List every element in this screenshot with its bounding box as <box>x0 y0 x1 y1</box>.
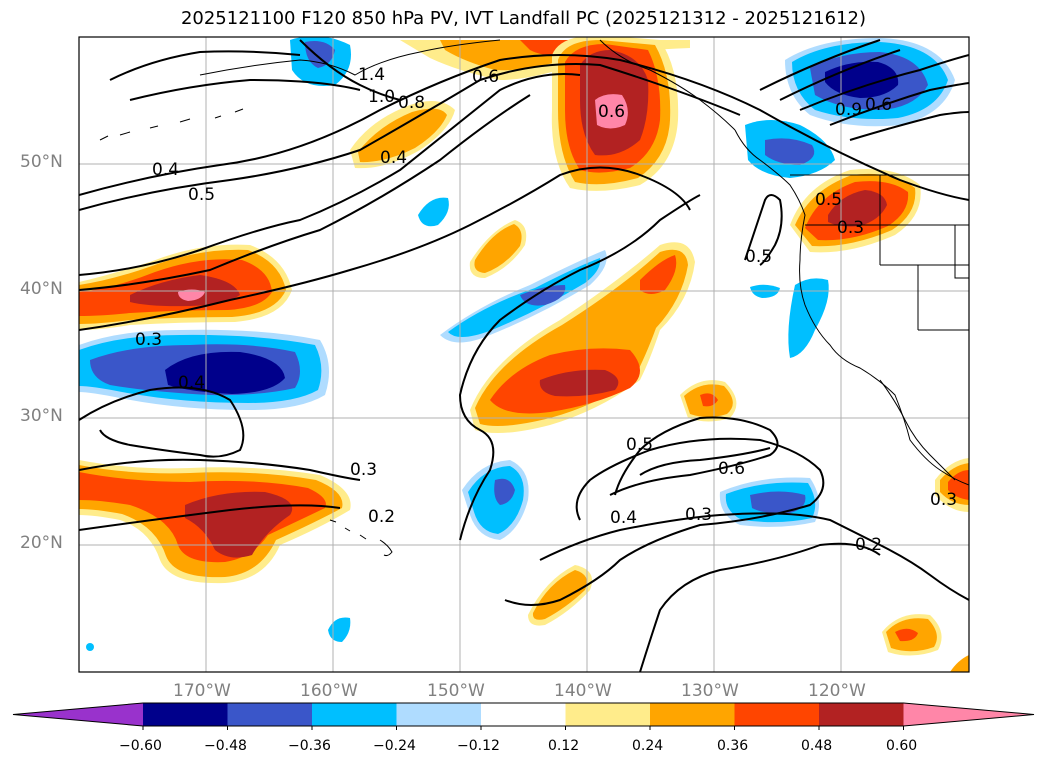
lat-label-30n: 30°N <box>20 406 63 426</box>
colorbar <box>12 702 1035 727</box>
shade-pink-n3 <box>595 94 628 129</box>
shade-mblue-c2 <box>520 285 566 306</box>
lat-label-20n: 20°N <box>20 533 63 553</box>
lon-label-160w: 160°W <box>300 681 358 701</box>
shade-blue-s1 <box>418 197 449 227</box>
colorbar-tick-label: −0.24 <box>373 738 416 754</box>
shade-blue-s8 <box>86 643 94 651</box>
colorbar-tick-label: −0.36 <box>288 738 331 754</box>
contour-labels: 1.4 1.0 0.8 0.6 0.4 0.4 0.5 0.6 0.3 0.4 … <box>135 65 957 555</box>
contour-label: 1.0 <box>368 87 395 107</box>
shade-pink-w1 <box>178 289 205 301</box>
contour-label: 0.5 <box>188 185 215 205</box>
shade-orange-s6 <box>532 570 588 620</box>
contour-label: 0.3 <box>135 330 162 350</box>
colorbar-segment <box>143 703 228 726</box>
shade-navy-w2 <box>165 351 285 394</box>
shade-red-c3b <box>640 255 677 294</box>
colorbar-tick-label: −0.12 <box>457 738 500 754</box>
colorbar-tick-label: −0.60 <box>119 738 162 754</box>
colorbar-extend-low <box>13 703 143 726</box>
lon-label-140w: 140°W <box>554 681 612 701</box>
shade-darkred-or <box>828 190 887 227</box>
shade-orange-n2b <box>358 108 447 163</box>
map-frame <box>78 36 970 673</box>
colorbar-segment <box>650 703 735 726</box>
shade-blue-s7 <box>328 617 351 642</box>
lon-label-150w: 150°W <box>427 681 485 701</box>
contour-label: 0.8 <box>398 93 425 113</box>
contour-label: 0.3 <box>350 460 377 480</box>
contour-label: 0.3 <box>930 490 957 510</box>
colorbar-segment <box>396 703 482 726</box>
contour-label: 0.5 <box>815 190 842 210</box>
colorbar-tick-label: 0.36 <box>717 738 749 754</box>
contour-label: 0.4 <box>178 373 205 393</box>
colorbar-segment <box>481 703 566 726</box>
shade-mblue-s5 <box>750 491 806 514</box>
contour-label: 0.5 <box>745 247 772 267</box>
shade-blue-coast <box>788 278 829 358</box>
lat-label-40n: 40°N <box>20 279 63 299</box>
contour-label: 0.2 <box>368 507 395 527</box>
shade-darkred-c3 <box>539 369 619 397</box>
colorbar-extend-high <box>903 703 1034 726</box>
coastlines <box>99 39 969 557</box>
contour-label: 0.3 <box>685 505 712 525</box>
colorbar-tick-label: 0.60 <box>886 738 918 754</box>
shade-darkred-w3 <box>185 491 293 558</box>
colorbar-segment <box>734 703 820 726</box>
contour-label: 0.6 <box>865 95 892 115</box>
contour-label: 0.6 <box>718 459 745 479</box>
shade-red-s9 <box>895 628 918 642</box>
lat-label-50n: 50°N <box>20 152 63 172</box>
colorbar-segment <box>565 703 651 726</box>
contour-label: 1.4 <box>358 65 385 85</box>
contour-label: 0.9 <box>835 100 862 120</box>
contour-label: 0.5 <box>626 435 653 455</box>
contour-label: 0.6 <box>598 102 625 122</box>
shade-mblue-s3 <box>494 478 515 505</box>
colorbar-tick-label: 0.12 <box>548 738 580 754</box>
contour-label: 0.6 <box>472 67 499 87</box>
contour-label: 0.3 <box>837 218 864 238</box>
contour-label: 0.4 <box>380 148 407 168</box>
colorbar-segment <box>819 703 904 726</box>
colorbar-ticks <box>142 726 904 730</box>
contour-label: 0.4 <box>152 160 179 180</box>
shade-mblue-bc <box>765 138 815 165</box>
lon-label-170w: 170°W <box>173 681 231 701</box>
lon-label-130w: 130°W <box>681 681 739 701</box>
contour-label: 0.4 <box>610 508 637 528</box>
shade-orange-c1b <box>474 224 522 273</box>
colorbar-tick-label: 0.24 <box>632 738 664 754</box>
figure-title: 2025121100 F120 850 hPa PV, IVT Landfall… <box>180 8 867 29</box>
shade-orange-e2 <box>950 655 969 672</box>
colorbar-segment <box>312 703 397 726</box>
colorbar-tick-label: 0.48 <box>801 738 833 754</box>
colorbar-tick-label: −0.48 <box>204 738 247 754</box>
lon-label-120w: 120°W <box>808 681 866 701</box>
colorbar-segment <box>227 703 313 726</box>
contours <box>79 39 969 672</box>
contour-label: 0.2 <box>855 535 882 555</box>
map-area: 1.4 1.0 0.8 0.6 0.4 0.4 0.5 0.6 0.3 0.4 … <box>79 37 969 672</box>
